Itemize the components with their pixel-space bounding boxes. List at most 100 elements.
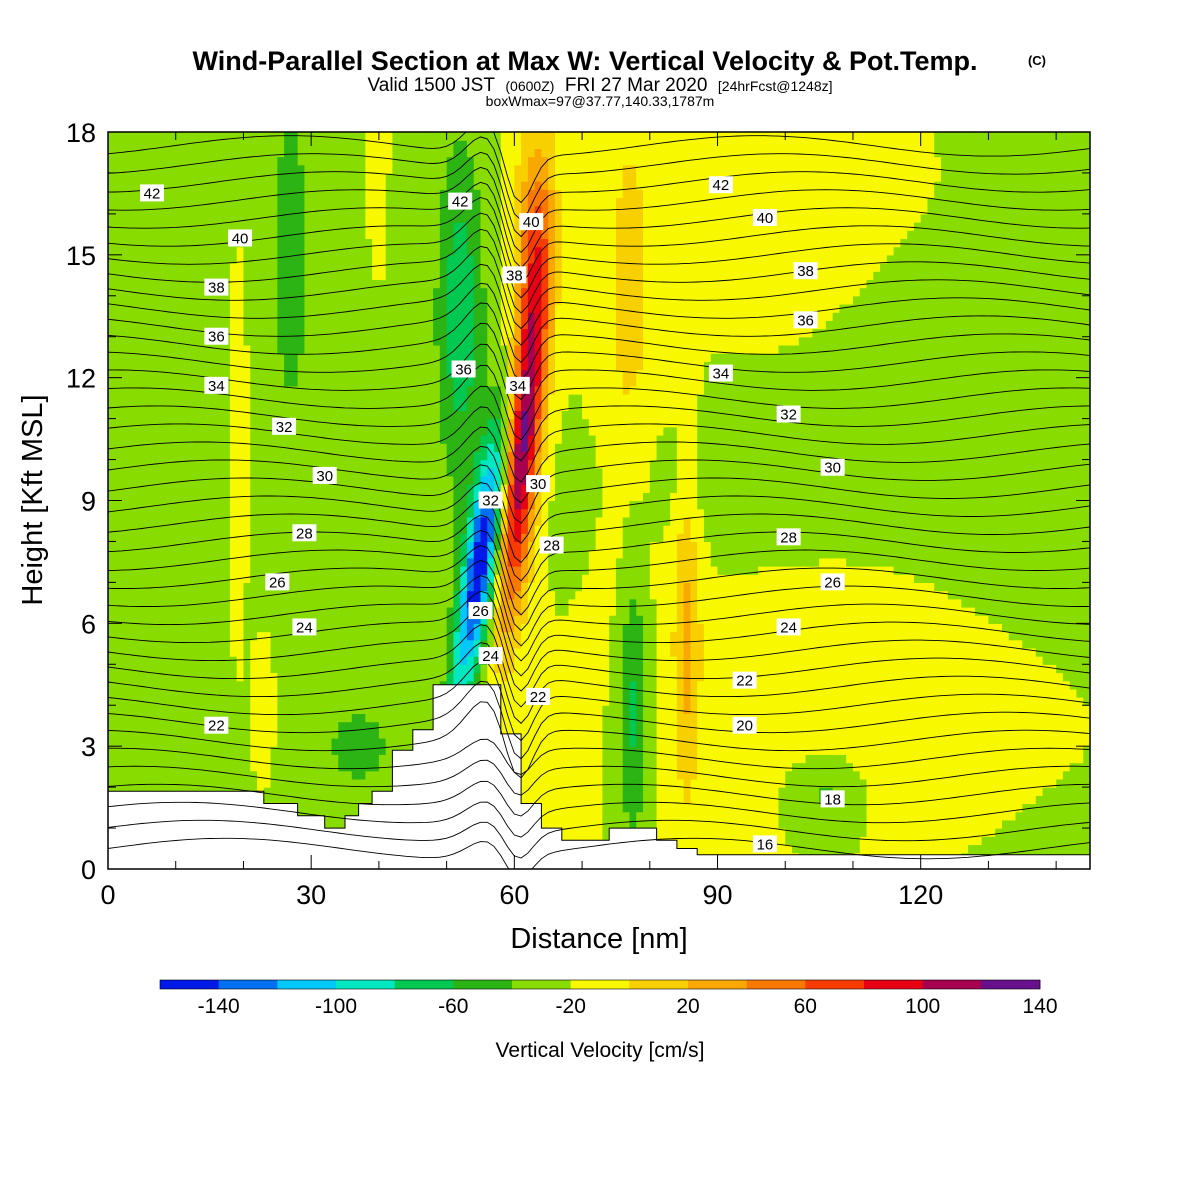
field-cell bbox=[534, 737, 543, 747]
field-cell bbox=[1062, 770, 1071, 780]
field-cell bbox=[656, 647, 664, 657]
field-cell bbox=[534, 778, 543, 788]
field-cell bbox=[1049, 680, 1057, 690]
field-cell bbox=[656, 606, 664, 616]
field-cell bbox=[236, 680, 245, 690]
field-cell bbox=[690, 795, 698, 805]
field-cell bbox=[724, 746, 732, 755]
field-cell bbox=[527, 680, 536, 690]
field-cell bbox=[873, 754, 881, 764]
field-cell bbox=[121, 770, 129, 780]
field-cell bbox=[290, 582, 299, 592]
field-cell bbox=[575, 795, 583, 805]
field-cell bbox=[995, 811, 1003, 821]
field-cell bbox=[527, 647, 536, 657]
field-cell bbox=[500, 672, 509, 682]
field-cell bbox=[541, 737, 549, 747]
field-cell bbox=[250, 697, 258, 706]
field-cell bbox=[561, 672, 570, 682]
field-cell bbox=[588, 795, 597, 805]
field-cell bbox=[792, 598, 800, 608]
field-cell bbox=[155, 705, 163, 715]
field-cell bbox=[277, 705, 285, 715]
field-cell bbox=[981, 795, 990, 805]
field-cell bbox=[778, 705, 786, 715]
field-cell bbox=[175, 672, 184, 682]
field-cell bbox=[548, 688, 556, 698]
field-cell bbox=[162, 737, 170, 747]
field-cell bbox=[1083, 737, 1090, 747]
field-cell bbox=[798, 713, 807, 723]
field-cell bbox=[250, 713, 258, 723]
field-cell bbox=[250, 721, 258, 731]
field-cell bbox=[385, 615, 394, 624]
field-cell bbox=[988, 688, 996, 698]
field-cell bbox=[615, 746, 624, 755]
field-cell bbox=[697, 762, 705, 772]
field-cell bbox=[392, 705, 400, 715]
field-cell bbox=[920, 705, 929, 715]
field-cell bbox=[372, 746, 380, 755]
field-cell bbox=[317, 623, 326, 633]
field-cell bbox=[1076, 606, 1084, 616]
field-cell bbox=[128, 631, 136, 641]
field-cell bbox=[832, 631, 841, 641]
field-cell bbox=[338, 787, 346, 796]
field-cell bbox=[913, 795, 922, 805]
field-cell bbox=[880, 598, 888, 608]
field-cell bbox=[561, 697, 570, 706]
field-cell bbox=[162, 623, 170, 633]
field-cell bbox=[649, 729, 658, 739]
field-cell bbox=[697, 819, 705, 829]
field-cell bbox=[148, 778, 156, 788]
field-cell bbox=[236, 647, 245, 657]
field-cell bbox=[764, 680, 773, 690]
field-cell bbox=[961, 615, 969, 624]
field-cell bbox=[196, 590, 204, 600]
field-cell bbox=[162, 598, 170, 608]
field-cell bbox=[764, 737, 773, 747]
field-cell bbox=[290, 590, 299, 600]
field-cell bbox=[419, 721, 427, 731]
field-cell bbox=[541, 631, 549, 641]
field-cell bbox=[1015, 656, 1023, 665]
field-cell bbox=[128, 590, 136, 600]
field-cell bbox=[839, 762, 847, 772]
field-cell bbox=[771, 754, 780, 764]
field-cell bbox=[534, 656, 543, 665]
field-cell bbox=[744, 598, 752, 608]
field-cell bbox=[385, 631, 394, 641]
field-cell bbox=[636, 778, 644, 788]
field-cell bbox=[1062, 737, 1071, 747]
field-cell bbox=[859, 656, 868, 665]
field-cell bbox=[527, 623, 536, 633]
field-cell bbox=[1069, 795, 1078, 805]
field-cell bbox=[148, 697, 156, 706]
field-cell bbox=[697, 615, 705, 624]
field-cell bbox=[460, 656, 468, 665]
field-cell bbox=[629, 770, 637, 780]
field-cell bbox=[792, 828, 800, 837]
field-cell bbox=[927, 664, 935, 674]
field-cell bbox=[256, 746, 265, 755]
field-cell bbox=[764, 615, 773, 624]
field-cell bbox=[839, 680, 847, 690]
field-cell bbox=[880, 754, 888, 764]
field-cell bbox=[108, 656, 116, 665]
field-cell bbox=[548, 762, 556, 772]
field-cell bbox=[778, 664, 786, 674]
field-cell bbox=[243, 631, 251, 641]
field-cell bbox=[778, 770, 786, 780]
field-cell bbox=[256, 705, 265, 715]
field-cell bbox=[1008, 828, 1017, 837]
field-cell bbox=[731, 615, 739, 624]
field-cell bbox=[886, 688, 895, 698]
field-cell bbox=[866, 598, 874, 608]
field-cell bbox=[392, 582, 400, 592]
field-cell bbox=[168, 590, 177, 600]
field-cell bbox=[304, 598, 312, 608]
field-cell bbox=[263, 606, 272, 616]
field-cell bbox=[609, 697, 617, 706]
field-cell bbox=[311, 664, 319, 674]
field-cell bbox=[405, 623, 414, 633]
